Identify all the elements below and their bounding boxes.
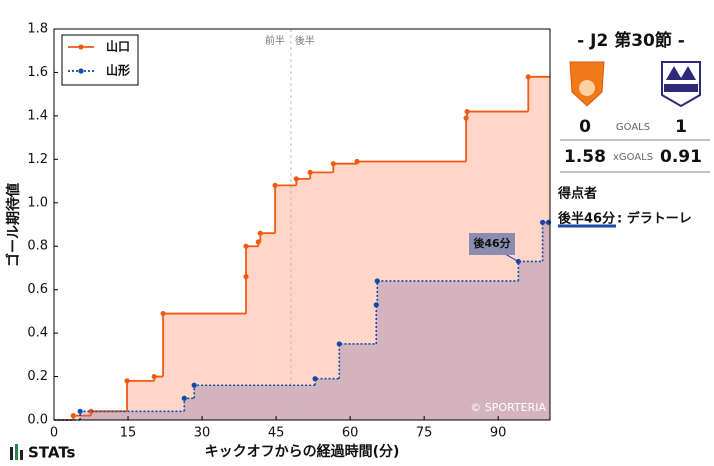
brand-icon	[10, 444, 23, 460]
area-step	[73, 415, 92, 420]
brand: STATs	[28, 444, 76, 462]
scorer-name: : デラトーレ	[617, 211, 692, 227]
point	[374, 278, 380, 284]
legend-dot	[78, 68, 84, 74]
area-step	[542, 222, 549, 420]
y-tick-label: 1.8	[27, 22, 48, 37]
area-step	[377, 280, 519, 420]
credit: © SPORTERIA	[470, 401, 546, 414]
point	[77, 408, 83, 414]
legend-box	[61, 34, 139, 86]
callout-box	[469, 233, 515, 255]
point	[88, 408, 94, 414]
x-tick-label: 15	[120, 426, 137, 441]
area-step	[258, 241, 261, 420]
point	[181, 395, 187, 401]
area-step	[260, 233, 276, 420]
y-tick-label: 0.2	[27, 369, 48, 384]
home-logo	[569, 61, 605, 107]
away-xg: 0.91	[660, 147, 702, 167]
point	[330, 161, 336, 167]
step-line	[376, 280, 519, 305]
legend-dot	[78, 44, 84, 50]
area-step	[339, 343, 377, 420]
point	[539, 219, 546, 225]
point	[124, 378, 130, 384]
callout-label: 後46分	[473, 236, 510, 250]
home-goals: 0	[579, 117, 591, 137]
point	[354, 158, 360, 165]
x-tick-label: 60	[342, 426, 359, 441]
point	[336, 341, 342, 347]
away-logo	[661, 61, 701, 108]
home-xg: 1.58	[564, 147, 606, 167]
x-axis-label: キックオフからの経過時間(分)	[205, 443, 400, 460]
point	[293, 176, 299, 182]
legend-label: 山口	[106, 39, 130, 54]
area-step	[376, 304, 378, 420]
halftime-second: 後半	[295, 34, 315, 47]
area-step	[467, 111, 529, 421]
halftime-first: 前半	[265, 34, 285, 47]
x-tick-label: 75	[416, 426, 433, 441]
area-step	[127, 380, 155, 420]
area-step	[518, 261, 543, 420]
goals-label: GOALS	[616, 122, 650, 133]
y-tick-label: 1.6	[27, 65, 48, 80]
y-axis-label: ゴール期待値	[5, 183, 22, 267]
area-step	[184, 398, 195, 420]
area-step	[80, 411, 185, 420]
match-title: - J2 第30節 -	[577, 30, 685, 51]
area-step	[466, 118, 468, 421]
point	[312, 376, 318, 382]
point	[464, 108, 470, 115]
point	[160, 310, 166, 317]
x-tick-label: 90	[490, 426, 507, 441]
y-tick-label: 1.2	[27, 152, 48, 167]
y-tick-label: 1.0	[27, 195, 48, 210]
area-step	[91, 411, 128, 420]
area-step	[310, 172, 334, 420]
point	[70, 413, 76, 419]
scorers-heading: 得点者	[557, 186, 597, 202]
scorer-time: 後半46分	[558, 211, 615, 227]
point	[151, 373, 157, 380]
y-tick-label: 0.4	[27, 326, 48, 341]
area-step	[194, 385, 316, 420]
area-step	[548, 222, 550, 420]
point	[243, 243, 249, 249]
away-goals: 1	[675, 117, 687, 137]
y-tick-label: 0.6	[27, 282, 48, 297]
point	[307, 169, 313, 175]
y-tick-label: 1.4	[27, 108, 48, 123]
area-step	[315, 378, 340, 420]
point	[525, 74, 531, 80]
area-step	[333, 163, 358, 420]
legend-label: 山形	[106, 63, 130, 78]
y-tick-label: 0.8	[27, 239, 48, 254]
point	[515, 258, 522, 265]
area-step	[245, 246, 259, 420]
area-step	[528, 76, 550, 421]
area-step	[357, 161, 467, 420]
area-step	[296, 178, 311, 420]
point	[191, 382, 197, 388]
area-step	[163, 313, 246, 420]
point	[272, 182, 278, 188]
x-tick-label: 0	[50, 426, 58, 441]
point	[373, 302, 379, 308]
xg-label: xGOALS	[613, 152, 653, 163]
x-tick-label: 30	[194, 426, 211, 441]
x-tick-label: 45	[268, 426, 285, 441]
plot-frame	[53, 28, 551, 421]
callout-arrow	[504, 253, 517, 261]
step-line	[541, 221, 549, 262]
point	[257, 230, 263, 236]
y-tick-label: 0.0	[27, 413, 48, 428]
step-line	[375, 304, 378, 344]
area-step	[154, 376, 164, 420]
step-line	[465, 117, 468, 162]
